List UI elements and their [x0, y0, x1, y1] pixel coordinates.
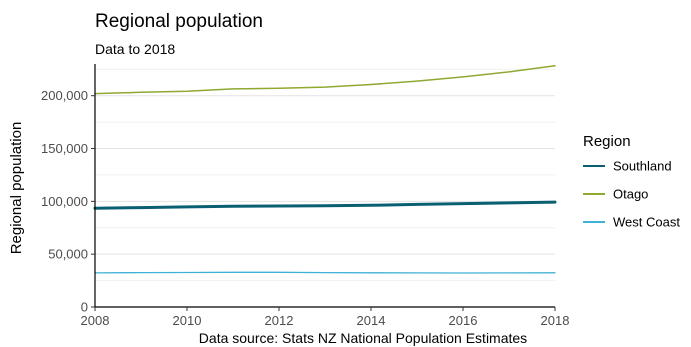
x-tick-label: 2012: [265, 313, 294, 328]
legend-title: Region: [583, 133, 631, 150]
y-tick-label: 200,000: [41, 88, 88, 103]
x-tick-label: 2016: [449, 313, 478, 328]
axes: [94, 64, 555, 308]
gridlines: [95, 68, 555, 282]
series-lines: [93, 64, 557, 274]
series-line-otago: [94, 64, 556, 95]
legend: Region Southland Otago West Coast: [583, 133, 680, 230]
y-tick-label: 50,000: [48, 247, 88, 262]
series-line-southland: [93, 200, 557, 210]
x-tick-label: 2018: [541, 313, 570, 328]
y-tick-label: 150,000: [41, 141, 88, 156]
x-tick-label: 2008: [81, 313, 110, 328]
y-tick-label: 0: [81, 300, 88, 315]
legend-label-west-coast: West Coast: [613, 215, 680, 230]
y-tick-label: 100,000: [41, 194, 88, 209]
x-tick-label: 2014: [357, 313, 386, 328]
legend-label-southland: Southland: [613, 159, 672, 174]
x-tick-label: 2010: [173, 313, 202, 328]
chart-subtitle: Data to 2018: [95, 41, 175, 57]
y-axis-ticks: 0 50,000 100,000 150,000 200,000: [41, 88, 95, 315]
series-line-west-coast: [94, 271, 556, 274]
x-axis-ticks: 2008 2010 2012 2014 2016 2018: [81, 307, 570, 328]
caption: Data source: Stats NZ National Populatio…: [199, 330, 527, 346]
chart-title: Regional population: [95, 11, 263, 32]
legend-label-otago: Otago: [613, 187, 648, 202]
y-axis-title: Regional population: [8, 122, 25, 255]
